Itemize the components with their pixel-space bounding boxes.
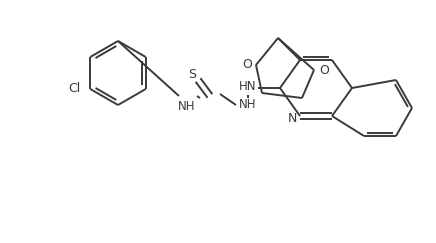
Text: HN: HN [239,79,257,93]
Text: NH: NH [239,98,257,112]
Text: Cl: Cl [68,83,80,95]
Text: NH: NH [178,99,196,113]
Text: O: O [319,63,329,77]
Text: S: S [188,69,196,81]
Text: O: O [242,59,252,71]
Text: N: N [287,112,296,124]
